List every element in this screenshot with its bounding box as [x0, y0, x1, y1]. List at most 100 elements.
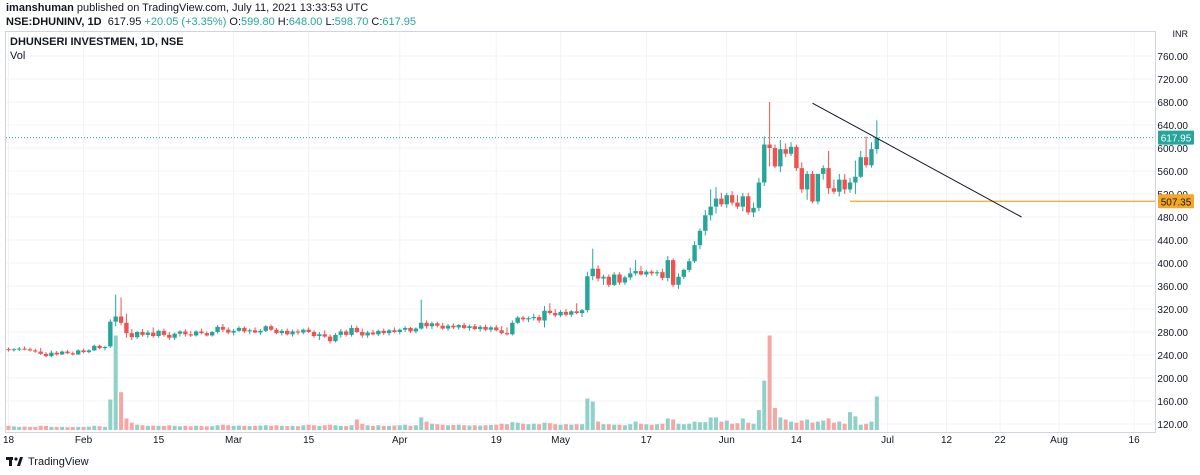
candle-body[interactable]: [692, 245, 697, 262]
candle-body[interactable]: [327, 336, 333, 342]
candle-body[interactable]: [863, 157, 869, 166]
candle-body[interactable]: [847, 182, 853, 190]
candle-body[interactable]: [510, 322, 515, 335]
candle-body[interactable]: [601, 276, 606, 279]
candle-body[interactable]: [644, 271, 649, 275]
candle-body[interactable]: [172, 333, 177, 338]
candle-body[interactable]: [33, 350, 38, 352]
candle-body[interactable]: [145, 332, 151, 335]
candle-body[interactable]: [6, 349, 11, 351]
candle-body[interactable]: [467, 326, 472, 328]
candle-body[interactable]: [86, 350, 92, 353]
candle-body[interactable]: [424, 322, 429, 327]
candle-body[interactable]: [75, 350, 81, 355]
candle-body[interactable]: [397, 329, 402, 332]
candle-body[interactable]: [17, 348, 22, 350]
candle-body[interactable]: [579, 310, 585, 314]
candle-body[interactable]: [687, 261, 692, 270]
candle-body[interactable]: [27, 349, 33, 351]
candle-body[interactable]: [563, 311, 569, 315]
candle-body[interactable]: [837, 179, 842, 192]
candle-body[interactable]: [247, 330, 252, 332]
candle-body[interactable]: [306, 329, 311, 332]
candle-body[interactable]: [209, 332, 215, 336]
candle-body[interactable]: [381, 330, 386, 334]
candle-body[interactable]: [268, 326, 274, 330]
candle-body[interactable]: [236, 327, 242, 331]
candle-body[interactable]: [611, 274, 617, 285]
candle-body[interactable]: [762, 144, 767, 183]
candle-body[interactable]: [419, 322, 424, 329]
candle-body[interactable]: [633, 271, 638, 274]
candle-body[interactable]: [515, 317, 520, 323]
candle-body[interactable]: [97, 345, 102, 349]
candle-body[interactable]: [815, 173, 821, 202]
candle-body[interactable]: [499, 330, 504, 334]
candle-body[interactable]: [49, 352, 54, 357]
candle-body[interactable]: [536, 317, 542, 321]
candle-body[interactable]: [92, 345, 97, 351]
candle-body[interactable]: [231, 330, 236, 333]
candle-body[interactable]: [472, 326, 478, 330]
candle-body[interactable]: [343, 331, 349, 335]
candle-body[interactable]: [451, 325, 456, 328]
candle-body[interactable]: [751, 207, 756, 213]
candle-body[interactable]: [263, 326, 268, 331]
candle-body[interactable]: [778, 149, 783, 167]
candle-body[interactable]: [804, 173, 810, 190]
candle-body[interactable]: [853, 176, 858, 183]
candle-body[interactable]: [317, 334, 322, 337]
candle-body[interactable]: [483, 326, 488, 330]
candle-body[interactable]: [456, 325, 461, 328]
candle-body[interactable]: [622, 277, 628, 283]
candle-body[interactable]: [724, 195, 729, 205]
candle-body[interactable]: [402, 327, 408, 330]
candle-body[interactable]: [258, 330, 263, 333]
candle-body[interactable]: [140, 332, 145, 335]
candle-body[interactable]: [547, 310, 553, 314]
candle-body[interactable]: [494, 327, 499, 331]
candle-body[interactable]: [617, 274, 622, 283]
candle-body[interactable]: [59, 351, 65, 355]
candle-body[interactable]: [193, 331, 199, 336]
candle-body[interactable]: [569, 311, 574, 315]
candle-body[interactable]: [70, 353, 76, 355]
candle-body[interactable]: [167, 334, 172, 338]
candle-body[interactable]: [590, 268, 595, 277]
candle-body[interactable]: [322, 334, 327, 337]
candle-body[interactable]: [553, 313, 558, 316]
candle-body[interactable]: [606, 276, 612, 285]
candle-body[interactable]: [376, 330, 381, 335]
candle-body[interactable]: [713, 198, 719, 207]
candle-body[interactable]: [311, 332, 317, 337]
candle-body[interactable]: [188, 334, 193, 336]
candle-body[interactable]: [354, 327, 360, 332]
candle-body[interactable]: [290, 331, 295, 335]
candle-body[interactable]: [660, 272, 665, 278]
candle-body[interactable]: [756, 182, 762, 208]
candle-body[interactable]: [392, 330, 397, 332]
candle-body[interactable]: [413, 328, 419, 332]
candle-body[interactable]: [301, 329, 306, 333]
candle-body[interactable]: [574, 311, 579, 314]
candle-body[interactable]: [134, 332, 140, 338]
candle-body[interactable]: [386, 330, 392, 334]
candle-body[interactable]: [279, 330, 285, 334]
candle-body[interactable]: [365, 332, 370, 336]
candle-body[interactable]: [333, 334, 338, 342]
candle-body[interactable]: [242, 327, 247, 332]
candle-body[interactable]: [628, 273, 633, 278]
trend-line[interactable]: [812, 102, 1022, 218]
candle-body[interactable]: [370, 332, 376, 335]
candle-body[interactable]: [477, 326, 483, 330]
candle-body[interactable]: [665, 260, 670, 278]
candle-body[interactable]: [124, 322, 129, 334]
candle-body[interactable]: [65, 351, 70, 354]
candle-body[interactable]: [204, 333, 210, 336]
candle-body[interactable]: [649, 271, 654, 274]
candle-body[interactable]: [821, 168, 826, 174]
candle-body[interactable]: [151, 332, 156, 337]
candle-body[interactable]: [161, 330, 167, 335]
candle-body[interactable]: [43, 353, 49, 357]
candle-body[interactable]: [199, 331, 204, 334]
